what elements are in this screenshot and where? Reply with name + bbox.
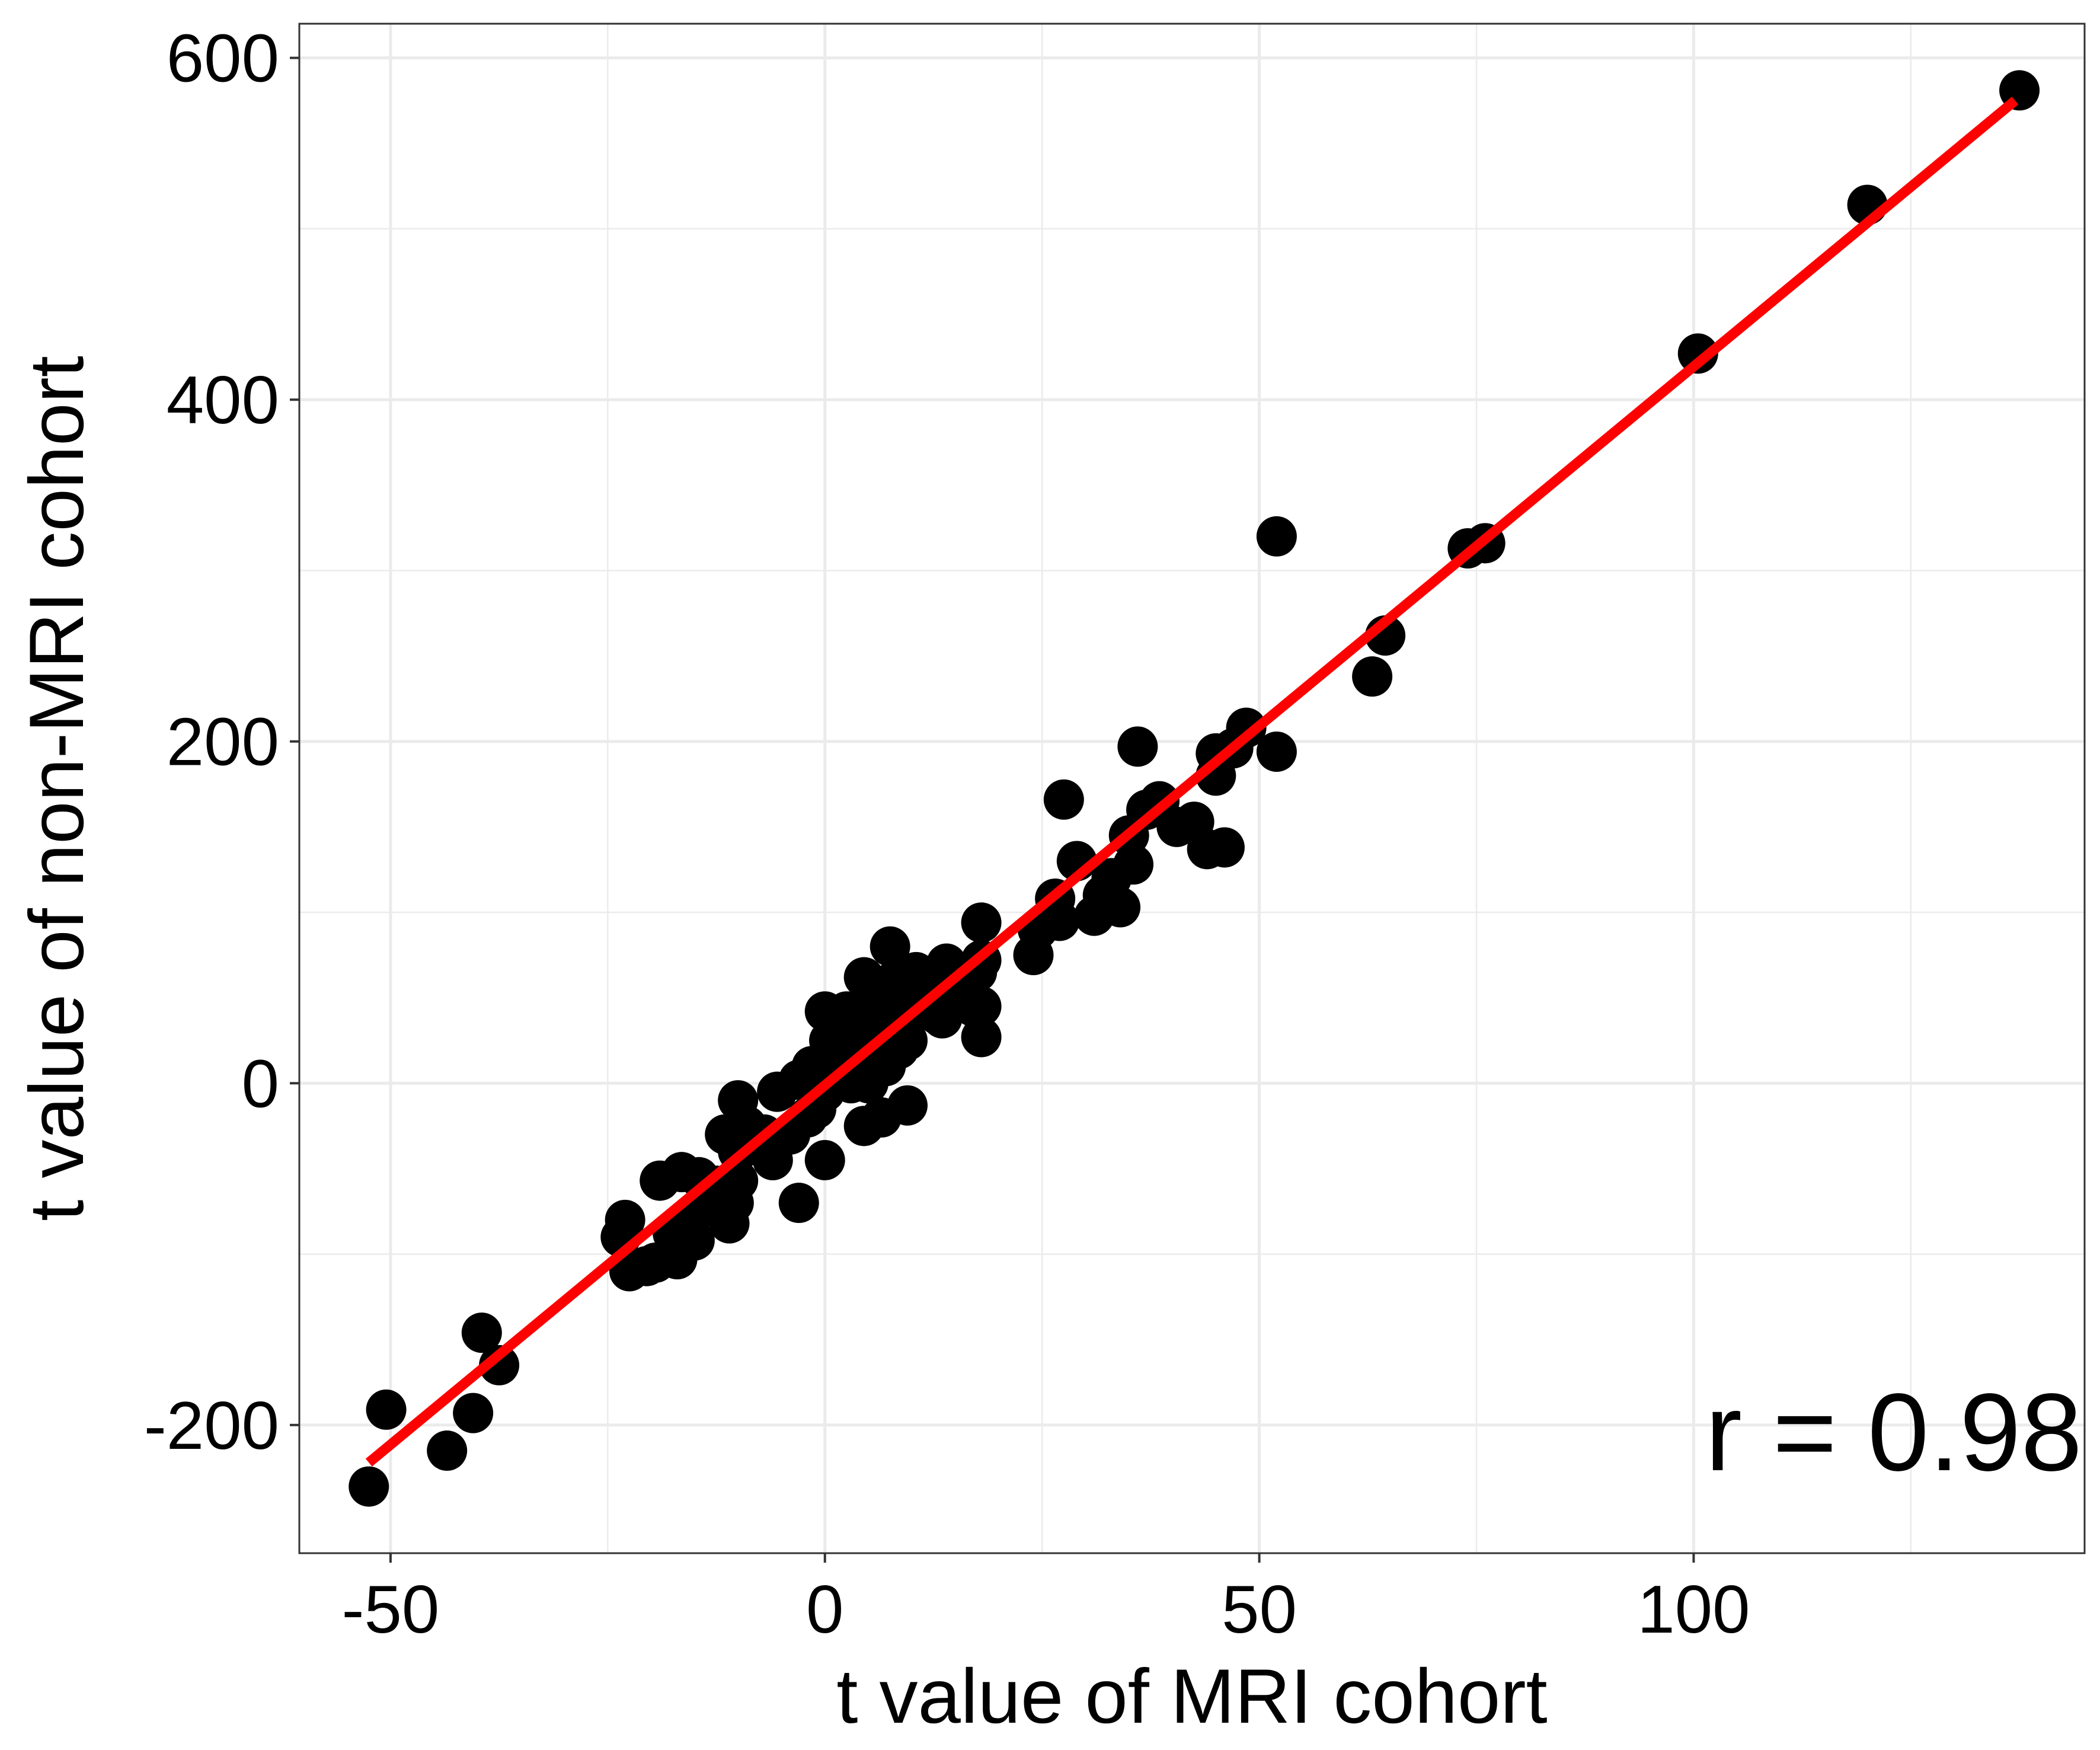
y-tick-label: -200 <box>144 1388 279 1464</box>
x-tick-label: 100 <box>1637 1572 1750 1647</box>
data-point <box>961 1017 1002 1058</box>
data-point <box>1043 779 1084 820</box>
data-point <box>427 1430 468 1471</box>
data-point <box>453 1393 494 1433</box>
data-point <box>778 1183 819 1224</box>
panel-border <box>298 23 2086 1554</box>
x-axis-title: t value of MRI cohort <box>836 1653 1547 1739</box>
y-tick-label: 600 <box>167 21 279 97</box>
data-point <box>1204 827 1245 868</box>
x-tick-label: 0 <box>806 1572 843 1647</box>
data-point <box>349 1466 389 1507</box>
y-axis: -200 0 200 400 600 <box>144 21 299 1464</box>
data-point <box>605 1199 645 1240</box>
data-point <box>1039 900 1080 941</box>
data-points <box>349 70 2040 1507</box>
x-tick-label: 50 <box>1222 1572 1297 1647</box>
y-tick-label: 200 <box>167 705 279 780</box>
data-point <box>870 926 910 967</box>
correlation-annotation: r = 0.98 <box>1705 1371 2082 1494</box>
y-axis-title: t value of non-MRI cohort <box>13 356 100 1221</box>
data-point <box>461 1312 502 1353</box>
data-point <box>1677 333 1718 374</box>
data-point <box>1256 732 1297 772</box>
panel-background <box>299 24 2085 1553</box>
major-gridlines <box>299 24 2085 1553</box>
x-axis: -50 0 50 100 <box>342 1553 1750 1647</box>
data-point <box>1256 516 1297 557</box>
regression-line-group <box>365 97 2019 1467</box>
regression-line <box>365 97 2019 1467</box>
data-point <box>961 902 1002 943</box>
data-point <box>1113 844 1154 885</box>
data-point <box>804 1139 845 1180</box>
data-point <box>479 1345 520 1385</box>
data-point <box>674 1220 715 1261</box>
data-point <box>887 1085 928 1126</box>
data-point <box>961 986 1002 1027</box>
y-tick-label: 400 <box>167 363 279 438</box>
data-point <box>1226 707 1267 748</box>
data-point <box>366 1389 407 1430</box>
x-tick-label: -50 <box>342 1572 440 1647</box>
data-point <box>1117 726 1158 767</box>
plot-panel <box>298 23 2086 1554</box>
data-point <box>1352 656 1393 697</box>
data-point <box>1100 887 1141 928</box>
y-tick-label: 0 <box>242 1046 279 1122</box>
minor-gridlines <box>299 24 2085 1553</box>
